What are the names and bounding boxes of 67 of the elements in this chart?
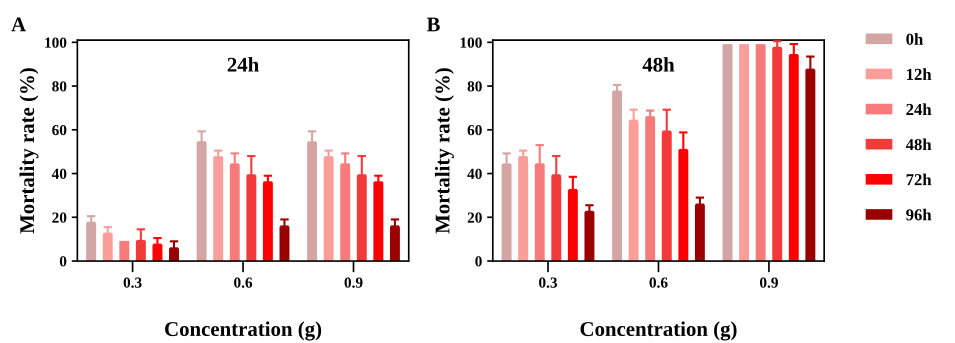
bar bbox=[119, 240, 130, 262]
bar bbox=[340, 164, 350, 262]
bar bbox=[356, 175, 367, 262]
y-tick-label: 80 bbox=[52, 81, 66, 92]
bar bbox=[324, 157, 334, 262]
y-tick-label: 60 bbox=[52, 124, 66, 136]
x-tick-label: 0.6 bbox=[650, 277, 668, 288]
bar bbox=[772, 48, 782, 262]
bar bbox=[645, 117, 656, 262]
text: 24h bbox=[228, 57, 259, 72]
bar bbox=[152, 244, 162, 262]
bar bbox=[280, 226, 290, 262]
y-tick-label: 20 bbox=[52, 212, 66, 223]
x-tick-label: 0.3 bbox=[124, 277, 142, 288]
bar bbox=[230, 164, 240, 262]
x-tick-label: 0.3 bbox=[539, 277, 558, 288]
y-tick-label: 40 bbox=[52, 168, 66, 179]
y-axis-title: Mortality rate (%) bbox=[20, 68, 38, 234]
bar bbox=[307, 142, 318, 262]
bar bbox=[262, 182, 273, 262]
y-tick-label: 0 bbox=[60, 256, 66, 266]
x-tick-label: 0.6 bbox=[234, 277, 252, 288]
legend-label: 24h bbox=[906, 103, 932, 115]
legend-label: 0h bbox=[906, 33, 924, 45]
bar bbox=[373, 182, 384, 262]
bar bbox=[213, 157, 224, 262]
bar bbox=[502, 164, 512, 262]
bar bbox=[612, 92, 622, 262]
text: 48h bbox=[642, 57, 674, 72]
bar bbox=[628, 120, 639, 262]
y-tick-label: 60 bbox=[468, 124, 482, 136]
legend-label: 48h bbox=[906, 138, 932, 150]
legend-label: 72h bbox=[906, 174, 932, 186]
legend-label: 96h bbox=[906, 208, 932, 220]
bar bbox=[584, 212, 594, 262]
text: B bbox=[426, 18, 440, 32]
bar bbox=[551, 175, 562, 262]
text: A bbox=[11, 18, 26, 32]
bar bbox=[518, 157, 528, 262]
y-axis-title: Mortality rate (%) bbox=[434, 68, 454, 234]
bar bbox=[102, 234, 113, 262]
bar bbox=[534, 164, 545, 262]
bar bbox=[246, 175, 256, 262]
x-axis-title: Concentration (g) bbox=[580, 321, 737, 340]
y-tick-label: 0 bbox=[475, 256, 482, 266]
legend-label: 12h bbox=[907, 68, 932, 80]
bar bbox=[788, 55, 799, 262]
bar bbox=[196, 142, 207, 262]
y-tick-label: 20 bbox=[468, 212, 482, 223]
bar bbox=[568, 190, 578, 262]
bar bbox=[756, 44, 766, 262]
bar bbox=[678, 150, 688, 262]
bar bbox=[722, 44, 732, 262]
bar bbox=[136, 240, 146, 262]
bar bbox=[694, 204, 705, 262]
y-tick-label: 40 bbox=[467, 168, 482, 179]
bar bbox=[662, 132, 672, 262]
bar bbox=[86, 222, 96, 262]
y-tick-label: 100 bbox=[460, 37, 482, 48]
x-axis-title: Concentration (g) bbox=[165, 321, 322, 340]
bar bbox=[739, 44, 750, 262]
y-tick-label: 100 bbox=[45, 37, 66, 48]
bar bbox=[390, 226, 400, 262]
x-tick-label: 0.9 bbox=[760, 277, 778, 288]
bar bbox=[805, 70, 816, 262]
x-tick-label: 0.9 bbox=[344, 277, 363, 288]
y-tick-label: 80 bbox=[468, 81, 482, 92]
